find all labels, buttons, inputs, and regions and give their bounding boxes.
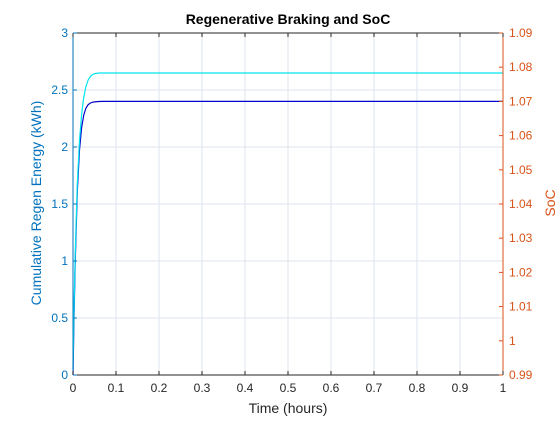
x-axis-label: Time (hours) [249, 400, 328, 416]
grid-layer [73, 33, 503, 375]
right-y-tick-label: 1 [509, 334, 516, 348]
x-tick-label: 0 [70, 381, 77, 395]
right-y-tick-label: 1.06 [509, 129, 533, 143]
x-tick-label: 0.9 [452, 381, 469, 395]
left-y-tick-label: 2.5 [51, 83, 68, 97]
left-y-tick-label: 1.5 [51, 197, 68, 211]
x-tick-label: 0.6 [323, 381, 340, 395]
right-y-tick-label: 1.03 [509, 231, 533, 245]
left-y-tick-label: 0.5 [51, 311, 68, 325]
x-tick-label: 0.8 [409, 381, 426, 395]
series-layer [72, 72, 503, 376]
left-y-tick-label: 0 [61, 368, 68, 382]
right-y-tick-label: 0.99 [509, 368, 533, 382]
chart-title: Regenerative Braking and SoC [186, 11, 391, 27]
right-y-tick-label: 1.07 [509, 94, 533, 108]
left-y-tick-label: 3 [61, 26, 68, 40]
left-y-tick-label: 2 [61, 140, 68, 154]
right-y-tick-label: 1.02 [509, 265, 533, 279]
x-tick-label: 0.2 [151, 381, 168, 395]
x-tick-label: 1 [500, 381, 507, 395]
right-y-tick-label: 1.04 [509, 197, 533, 211]
right-y-tick-label: 1.09 [509, 26, 533, 40]
right-y-tick-label: 1.05 [509, 163, 533, 177]
left-y-axis-label: Cumulative Regen Energy (kWh) [28, 101, 44, 306]
left-y-tick-label: 1 [61, 254, 68, 268]
x-tick-label: 0.3 [194, 381, 211, 395]
soc-line [72, 72, 503, 370]
x-tick-label: 0.7 [366, 381, 383, 395]
right-y-tick-label: 1.08 [509, 60, 533, 74]
x-tick-label: 0.4 [237, 381, 254, 395]
x-tick-label: 0.5 [280, 381, 297, 395]
right-y-axis-label: SoC [542, 189, 558, 216]
right-y-tick-label: 1.01 [509, 300, 533, 314]
ticks-layer: 0 0.1 0.2 0.3 0.4 0.5 0.6 0.7 0.8 0.9 1 0 0.5 1 1.5 2 2.… [51, 26, 532, 395]
x-tick-label: 0.1 [108, 381, 125, 395]
